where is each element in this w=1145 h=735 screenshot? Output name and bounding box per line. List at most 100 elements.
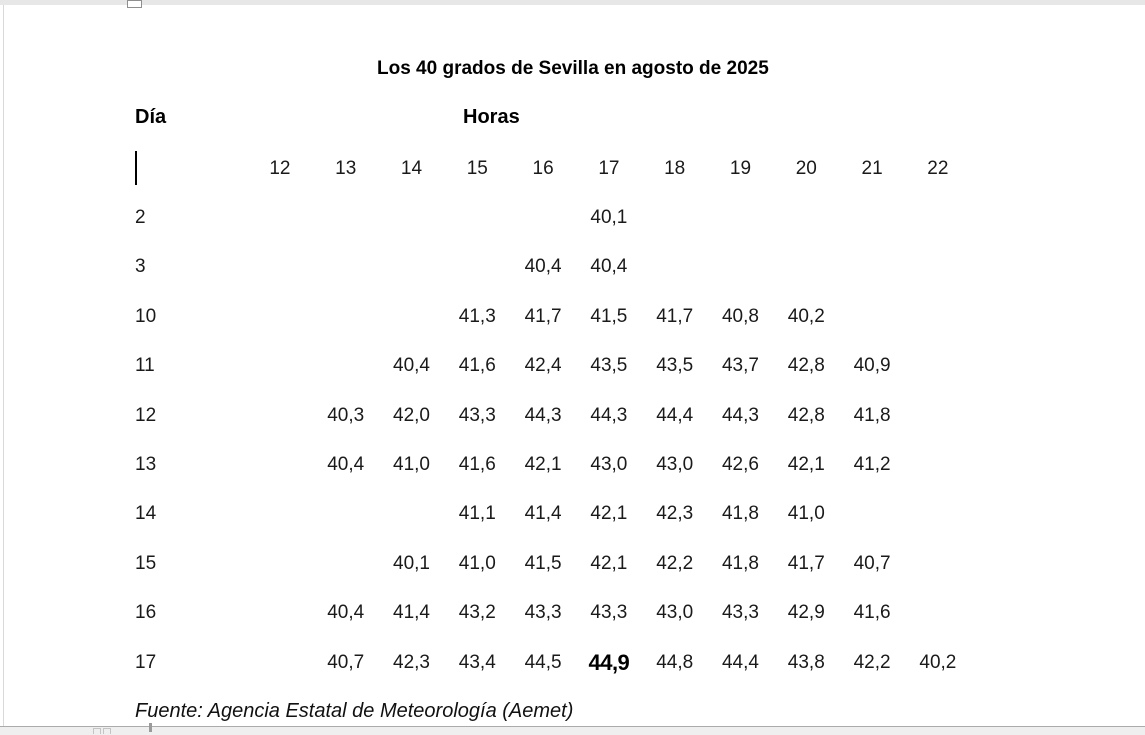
temp-cell: 40,2	[919, 651, 957, 673]
temp-cell	[313, 243, 379, 292]
temp-cell: 41,8	[853, 404, 891, 426]
temp-cell: 41,7	[656, 305, 694, 327]
temp-cell	[313, 292, 379, 341]
hour-header: 14	[400, 157, 423, 179]
temperature-table: 12 13 14 15 16 17 18 19 20 21 22 2 40,1 3 40,4 40,4 10 41…	[135, 144, 971, 687]
temp-cell: 40,9	[853, 355, 891, 377]
temp-cell: 42,6	[721, 454, 759, 476]
day-cell: 2	[135, 207, 146, 229]
temp-cell	[247, 638, 313, 687]
temp-cell	[839, 292, 905, 341]
temp-cell	[444, 193, 510, 242]
temp-cell: 42,4	[524, 355, 562, 377]
temp-cell	[905, 391, 971, 440]
temp-cell: 40,1	[393, 552, 430, 574]
temp-cell: 41,4	[524, 503, 562, 525]
temp-cell	[247, 193, 313, 242]
day-cell: 13	[135, 454, 157, 476]
temp-cell: 42,8	[787, 404, 825, 426]
temp-cell	[905, 243, 971, 292]
page-title: Los 40 grados de Sevilla en agosto de 20…	[377, 58, 769, 79]
hour-header: 19	[729, 157, 752, 179]
temp-cell: 41,0	[458, 552, 496, 574]
temp-cell	[247, 342, 313, 391]
temp-cell	[379, 490, 445, 539]
temp-cell: 43,4	[458, 651, 496, 673]
temp-cell: 42,3	[393, 651, 430, 673]
temp-cell: 41,6	[853, 602, 891, 624]
temp-cell	[247, 243, 313, 292]
day-cell: 16	[135, 602, 157, 624]
temp-cell: 40,4	[327, 454, 365, 476]
temp-cell: 43,3	[458, 404, 496, 426]
temp-cell	[313, 193, 379, 242]
temp-cell	[247, 391, 313, 440]
temp-cell: 41,5	[590, 305, 628, 327]
temp-cell: 40,7	[853, 552, 891, 574]
temp-cell: 40,4	[327, 602, 365, 624]
hour-header: 21	[861, 157, 883, 179]
day-cell: 3	[135, 256, 146, 278]
temp-cell: 42,2	[853, 651, 891, 673]
day-cell: 17	[135, 651, 157, 673]
temp-cell	[313, 539, 379, 588]
temp-cell: 41,8	[721, 552, 759, 574]
day-header-cell	[135, 144, 247, 193]
temp-cell: 44,9	[588, 649, 630, 675]
temp-cell: 41,6	[458, 355, 496, 377]
temp-cell: 40,4	[590, 256, 628, 278]
temp-cell: 44,3	[721, 404, 759, 426]
temp-cell: 41,5	[524, 552, 562, 574]
temp-cell	[905, 342, 971, 391]
temp-cell: 43,3	[524, 602, 562, 624]
temp-cell	[905, 490, 971, 539]
temp-cell	[510, 193, 576, 242]
temp-cell	[839, 490, 905, 539]
day-cell: 12	[135, 404, 157, 426]
temp-cell: 41,1	[458, 503, 496, 525]
temp-cell	[247, 490, 313, 539]
temp-cell: 43,3	[721, 602, 759, 624]
hour-header: 22	[927, 157, 949, 179]
temp-cell	[642, 243, 708, 292]
hour-header: 20	[795, 157, 817, 179]
hour-header: 12	[269, 157, 291, 179]
temp-cell: 42,1	[590, 552, 628, 574]
top-window-strip	[0, 0, 1145, 5]
temp-cell	[905, 539, 971, 588]
temp-cell	[379, 292, 445, 341]
text-insertion-cursor	[135, 151, 137, 185]
hour-header: 17	[598, 157, 620, 179]
day-cell: 14	[135, 503, 157, 525]
temp-cell: 42,1	[590, 503, 628, 525]
object-resize-handle[interactable]	[127, 0, 142, 8]
temp-cell	[313, 342, 379, 391]
temp-cell: 41,2	[853, 454, 891, 476]
temp-cell: 42,2	[656, 552, 694, 574]
temp-cell	[642, 193, 708, 242]
temp-cell: 43,8	[787, 651, 825, 673]
hour-header: 13	[335, 157, 357, 179]
temp-cell: 41,6	[458, 454, 496, 476]
page-left-edge	[3, 5, 4, 726]
temp-cell: 42,1	[787, 454, 825, 476]
temp-cell	[247, 539, 313, 588]
temp-cell	[247, 589, 313, 638]
temp-cell: 44,3	[524, 404, 562, 426]
source-note: Fuente: Agencia Estatal de Meteorología …	[135, 700, 574, 722]
temp-cell: 44,8	[656, 651, 694, 673]
temp-cell: 42,9	[787, 602, 825, 624]
temp-cell: 41,0	[393, 454, 430, 476]
temp-cell	[905, 292, 971, 341]
temp-cell: 43,5	[590, 355, 628, 377]
temp-cell	[313, 490, 379, 539]
temp-cell	[247, 292, 313, 341]
temp-cell: 41,4	[393, 602, 430, 624]
temp-cell: 44,4	[656, 404, 694, 426]
temp-cell: 40,1	[590, 207, 628, 229]
hour-header: 16	[532, 157, 554, 179]
temp-cell	[839, 193, 905, 242]
temp-cell: 43,5	[656, 355, 694, 377]
temp-cell: 40,3	[327, 404, 365, 426]
